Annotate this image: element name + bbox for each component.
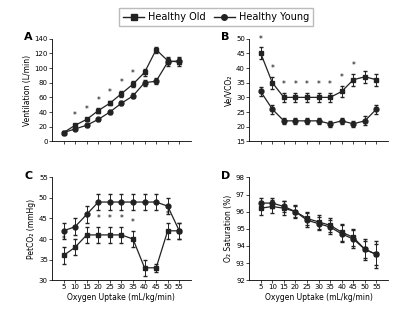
Y-axis label: Ventilation (L/min): Ventilation (L/min) bbox=[22, 54, 32, 126]
Y-axis label: PetCO₂ (mmHg): PetCO₂ (mmHg) bbox=[27, 199, 36, 259]
Text: *: * bbox=[120, 78, 123, 87]
Text: *: * bbox=[96, 214, 100, 223]
Text: *: * bbox=[96, 96, 100, 105]
Text: *: * bbox=[131, 218, 135, 227]
Text: *: * bbox=[294, 80, 297, 90]
Text: A: A bbox=[24, 33, 33, 43]
Text: *: * bbox=[282, 80, 286, 90]
Text: D: D bbox=[221, 171, 231, 181]
Text: *: * bbox=[108, 89, 112, 98]
Text: *: * bbox=[120, 214, 123, 223]
Text: C: C bbox=[24, 171, 32, 181]
Text: *: * bbox=[340, 73, 344, 82]
Text: *: * bbox=[351, 61, 355, 70]
Text: *: * bbox=[259, 35, 263, 44]
Y-axis label: Ve/VCO₂: Ve/VCO₂ bbox=[224, 74, 233, 106]
Text: *: * bbox=[270, 64, 274, 73]
X-axis label: Oxygen Uptake (mL/kg/min): Oxygen Uptake (mL/kg/min) bbox=[265, 293, 372, 302]
Legend: Healthy Old, Healthy Young: Healthy Old, Healthy Young bbox=[119, 8, 313, 26]
Text: *: * bbox=[73, 226, 77, 235]
Y-axis label: O₂ Saturation (%): O₂ Saturation (%) bbox=[224, 195, 233, 262]
Text: *: * bbox=[317, 80, 320, 90]
Text: *: * bbox=[305, 80, 309, 90]
Text: B: B bbox=[221, 33, 230, 43]
Text: *: * bbox=[85, 105, 89, 114]
Text: *: * bbox=[131, 69, 135, 78]
X-axis label: Oxygen Uptake (mL/kg/min): Oxygen Uptake (mL/kg/min) bbox=[68, 293, 175, 302]
Text: *: * bbox=[328, 80, 332, 90]
Text: *: * bbox=[108, 214, 112, 223]
Text: *: * bbox=[62, 235, 66, 244]
Text: *: * bbox=[85, 214, 89, 223]
Text: *: * bbox=[73, 111, 77, 120]
Text: *: * bbox=[166, 210, 170, 219]
